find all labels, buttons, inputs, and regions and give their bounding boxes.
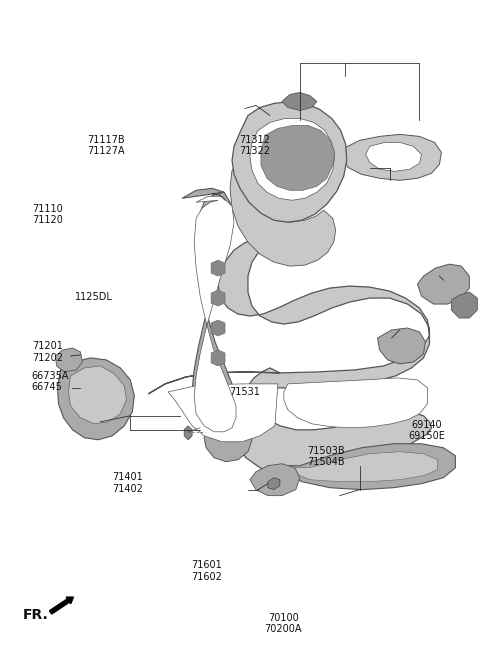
Text: 71201
71202: 71201 71202 [32,341,63,363]
Polygon shape [168,384,278,441]
Text: 1125DL: 1125DL [75,292,113,302]
Polygon shape [211,290,225,306]
Polygon shape [194,196,236,432]
Polygon shape [268,478,280,489]
Polygon shape [182,188,240,438]
Text: 71117B
71127A: 71117B 71127A [87,135,125,157]
Text: 69140
69150E: 69140 69150E [408,420,445,441]
Polygon shape [204,426,252,462]
Polygon shape [250,464,300,496]
Text: 71503B
71504B: 71503B 71504B [307,446,345,468]
Polygon shape [284,378,428,428]
Polygon shape [344,134,442,180]
Text: 70100
70200A: 70100 70200A [264,613,302,634]
Polygon shape [230,131,336,266]
Text: 71601
71602: 71601 71602 [191,560,222,582]
Polygon shape [378,328,425,364]
FancyArrow shape [49,597,73,614]
Polygon shape [211,350,225,366]
Text: 71110
71120: 71110 71120 [32,203,63,225]
Polygon shape [69,366,126,424]
Text: 71401
71402: 71401 71402 [112,472,143,493]
Polygon shape [56,348,83,372]
Polygon shape [211,260,225,276]
Text: 71312
71322: 71312 71322 [239,135,270,157]
Polygon shape [250,119,335,200]
Text: 71531: 71531 [229,387,260,397]
Polygon shape [366,142,421,171]
Text: 66735A
66745: 66735A 66745 [32,371,69,392]
Polygon shape [282,92,317,110]
Polygon shape [296,452,437,482]
Polygon shape [232,102,347,222]
Polygon shape [58,358,134,440]
Polygon shape [148,236,432,480]
Polygon shape [184,426,192,440]
Polygon shape [288,443,456,489]
Polygon shape [418,264,469,304]
Polygon shape [261,125,335,190]
Text: FR.: FR. [23,608,48,623]
Polygon shape [451,292,477,318]
Polygon shape [211,320,225,336]
